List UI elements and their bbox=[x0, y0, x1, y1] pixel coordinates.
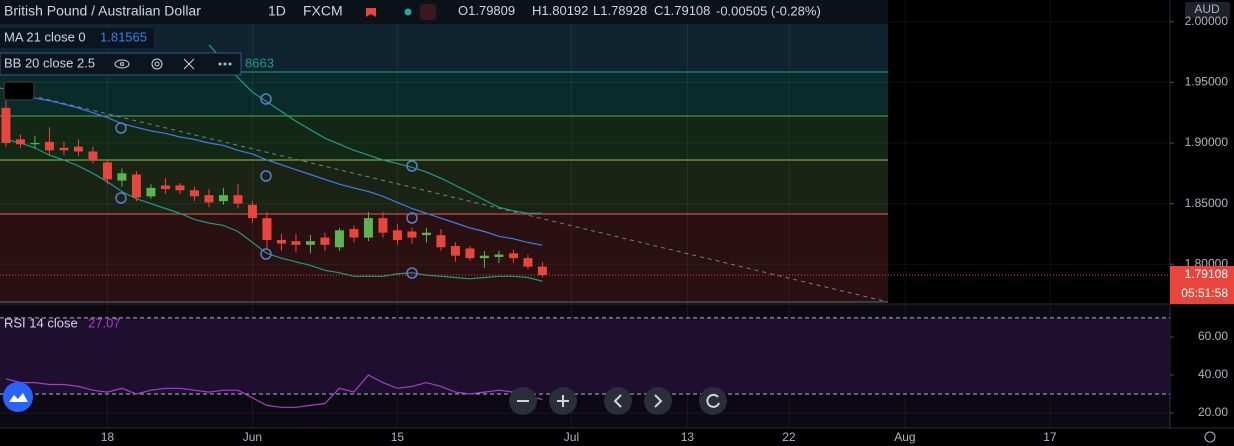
candle-body bbox=[160, 185, 170, 190]
bb-value: 8663 bbox=[245, 55, 274, 70]
candle-body bbox=[494, 254, 504, 257]
candle-body bbox=[537, 266, 547, 276]
y-tick-label: 1.85000 bbox=[1185, 196, 1229, 210]
ohlc: C1.79108 bbox=[654, 3, 710, 18]
ma-value: 1.81565 bbox=[100, 29, 147, 44]
symbol: British Pound / Australian Dollar bbox=[4, 3, 201, 19]
x-tick-label: 22 bbox=[782, 430, 796, 444]
settings-icon[interactable] bbox=[1204, 431, 1216, 443]
candle-body bbox=[262, 218, 272, 240]
status-dot bbox=[404, 8, 412, 16]
logo bbox=[3, 382, 33, 412]
candle-body bbox=[146, 187, 156, 197]
candle-body bbox=[189, 190, 199, 197]
candle-body bbox=[30, 143, 40, 145]
exchange: FXCM bbox=[303, 3, 343, 19]
flag-icon[interactable] bbox=[366, 8, 376, 17]
candle-body bbox=[349, 229, 359, 238]
line bbox=[208, 44, 543, 214]
candle-body bbox=[73, 146, 83, 152]
line bbox=[20, 93, 543, 246]
candle-body bbox=[465, 248, 475, 259]
x-tick-label: Aug bbox=[894, 430, 915, 444]
candle-body bbox=[44, 141, 54, 151]
candle-body bbox=[508, 253, 518, 259]
rsi-value: 27.07 bbox=[88, 315, 121, 330]
candle-body bbox=[407, 231, 417, 238]
candle-body bbox=[334, 230, 344, 248]
rsi-band bbox=[0, 317, 1170, 394]
x-tick-label: 13 bbox=[681, 430, 695, 444]
candle-body bbox=[131, 174, 141, 198]
drawing-anchors bbox=[3, 81, 418, 279]
candle-body bbox=[436, 235, 446, 248]
currency-box bbox=[1185, 2, 1230, 18]
bb-label: BB 20 close 2.5 bbox=[4, 55, 95, 70]
countdown: 05:51:58 bbox=[1181, 286, 1228, 300]
header-bar bbox=[0, 0, 888, 24]
candle-body bbox=[1, 107, 11, 144]
candle-body bbox=[204, 195, 214, 203]
y-tick-label: 1.90000 bbox=[1185, 135, 1229, 149]
candle-body bbox=[276, 239, 286, 244]
price-axis bbox=[1170, 0, 1234, 446]
candle-body bbox=[320, 237, 330, 245]
x-tick-label: Jun bbox=[243, 430, 262, 444]
candle-body bbox=[305, 241, 315, 245]
ohlc: O1.79809 bbox=[458, 3, 515, 18]
ohlc: L1.78928 bbox=[593, 3, 647, 18]
candle-body bbox=[175, 185, 185, 191]
candle-body bbox=[88, 151, 98, 160]
legend-box bbox=[0, 28, 154, 48]
nav-buttons[interactable] bbox=[509, 387, 727, 415]
candle-body bbox=[363, 218, 373, 238]
x-tick-label: 15 bbox=[391, 430, 405, 444]
plot-layer bbox=[0, 0, 1170, 428]
x-tick-label: 17 bbox=[1043, 430, 1057, 444]
price-box bbox=[1170, 266, 1234, 305]
currency: AUD bbox=[1194, 2, 1220, 16]
candle-body bbox=[392, 230, 402, 240]
candle-body bbox=[233, 195, 243, 204]
interval: 1D bbox=[268, 3, 286, 19]
line bbox=[5, 138, 543, 282]
y-tick-label: 2.00000 bbox=[1185, 14, 1229, 28]
candle-body bbox=[479, 255, 489, 259]
rsi-label: RSI 14 close bbox=[4, 315, 78, 330]
line bbox=[5, 374, 543, 408]
candle-body bbox=[247, 204, 257, 219]
change: -0.00505 (-0.28%) bbox=[716, 3, 821, 18]
candle-body bbox=[523, 258, 533, 267]
y-tick-label: 60.00 bbox=[1198, 329, 1228, 343]
candle-body bbox=[378, 218, 388, 233]
ohlc: H1.80192 bbox=[532, 3, 588, 18]
candle-body bbox=[59, 147, 69, 151]
price-label: 1.79108 bbox=[1185, 267, 1229, 281]
candle-body bbox=[421, 232, 431, 236]
x-tick-label: Jul bbox=[564, 430, 579, 444]
status-icon bbox=[420, 4, 436, 20]
candle-body bbox=[117, 173, 127, 181]
candle-body bbox=[450, 246, 460, 256]
y-tick-label: 1.95000 bbox=[1185, 75, 1229, 89]
candle-body bbox=[291, 241, 301, 245]
ma-label: MA 21 close 0 bbox=[4, 29, 86, 44]
candle-body bbox=[102, 162, 112, 180]
candle-body bbox=[15, 139, 25, 145]
x-tick-label: 18 bbox=[101, 430, 115, 444]
candle-body bbox=[218, 195, 228, 202]
legend-icons[interactable] bbox=[114, 58, 232, 70]
y-tick-label: 40.00 bbox=[1198, 367, 1228, 381]
y-tick-label: 20.00 bbox=[1198, 405, 1228, 419]
